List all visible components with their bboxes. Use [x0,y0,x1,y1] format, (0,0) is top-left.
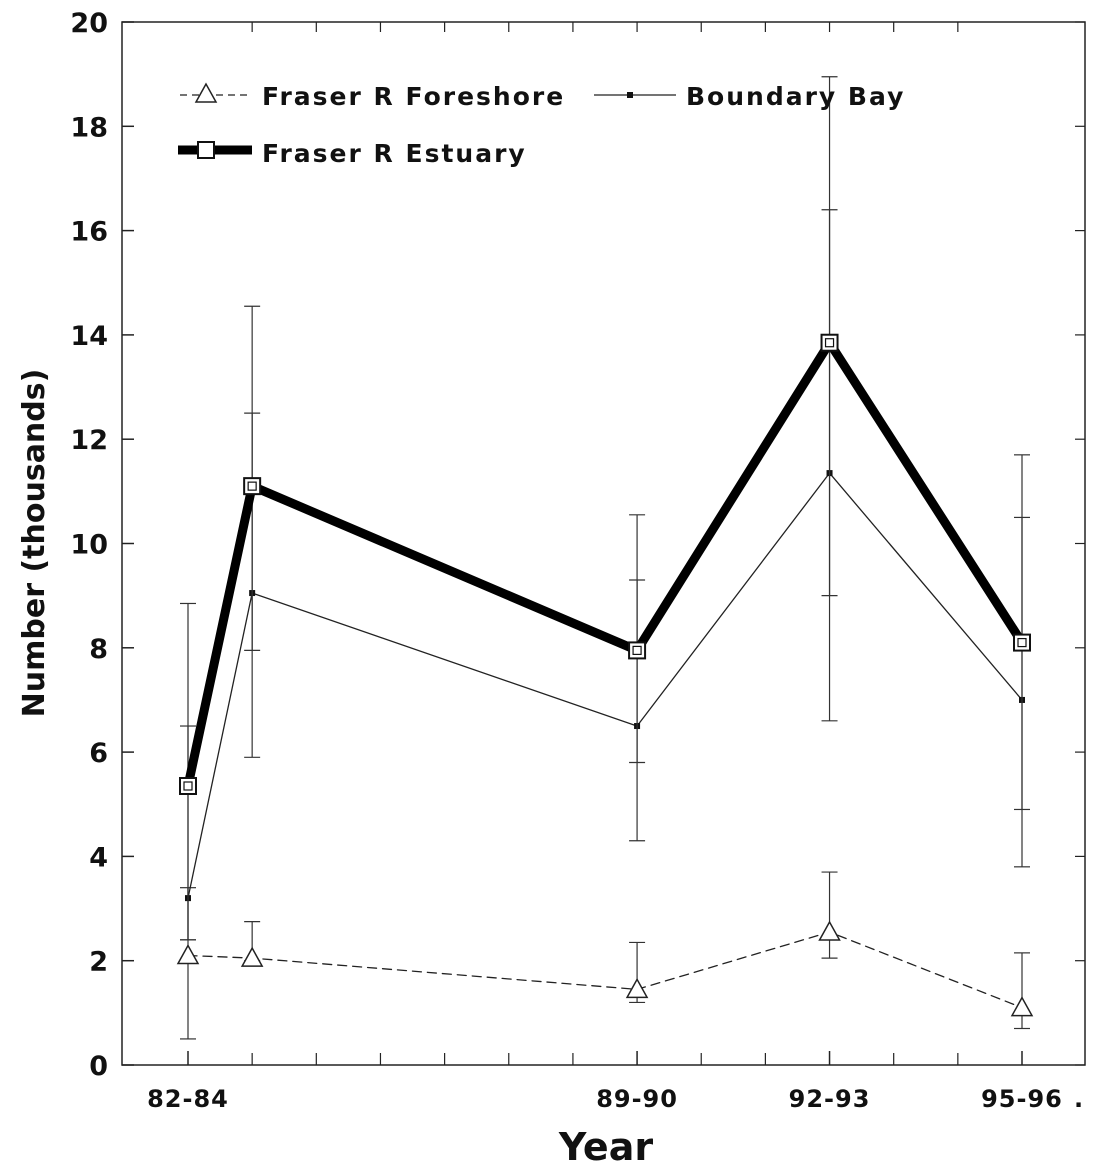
data-point-inner [247,481,257,491]
y-tick-label: 18 [70,112,108,143]
y-tick-label: 4 [89,842,108,873]
data-point [625,977,649,999]
legend-label-fraser-r-estuary: Fraser R Estuary [262,139,527,168]
x-tick-label: 95-96 [981,1085,1063,1113]
series-line [183,338,1027,791]
data-point [820,333,839,352]
y-tick-label: 20 [70,8,108,39]
y-tick-label: 10 [70,530,108,561]
x-axis: 82-84 89-90 92-93 95-96. [147,1051,1084,1113]
series-layer [176,76,1034,1040]
minor-tick-marks [251,22,959,1065]
y-tick-label: 6 [89,738,108,769]
legend-marker-fraser-r-estuary [197,141,215,159]
y-axis: 0 2 4 6 8 10 12 14 16 18 20 [70,8,1085,1082]
y-tick-label: 8 [89,634,108,665]
plot-border [121,21,1086,1066]
data-point-inner [1017,637,1027,648]
y-tick-label: 16 [70,217,108,248]
data-point-inner [632,645,642,656]
series-boundary-bay [180,209,1030,941]
data-point [818,920,841,941]
y-tick-label: 12 [70,425,108,456]
data-point [628,641,647,660]
x-axis-title: Year [558,1125,653,1169]
data-point [179,776,197,795]
series-fraser-r-foreshore [176,871,1034,1040]
data-point [1013,633,1031,652]
series-fraser-r-estuary [179,76,1031,941]
x-tick-trailing-dot: . [1074,1085,1084,1113]
data-point [1010,996,1034,1017]
legend-label-boundary-bay: Boundary Bay [686,82,905,111]
data-point [176,943,200,965]
data-point-inner [824,338,835,348]
y-axis-title: Number (thousands) [17,369,52,718]
series-line [187,472,1023,899]
y-tick-label: 14 [70,321,108,352]
x-tick-label: 89-90 [596,1085,678,1113]
x-tick-label: 82-84 [147,1085,229,1113]
legend: Fraser R Foreshore Boundary Bay Fraser R… [178,82,905,168]
data-point [240,946,264,967]
y-tick-label: 2 [89,947,108,978]
data-point-inner [183,781,193,791]
data-point [243,477,262,496]
legend-marker-fraser-r-foreshore [194,82,218,103]
y-tick-label: 0 [89,1051,108,1082]
legend-label-fraser-r-foreshore: Fraser R Foreshore [262,82,565,111]
series-line [187,931,1023,1009]
legend-marker-boundary-bay [627,92,633,98]
x-tick-label: 92-93 [789,1085,871,1113]
plot-area [121,21,1086,1066]
